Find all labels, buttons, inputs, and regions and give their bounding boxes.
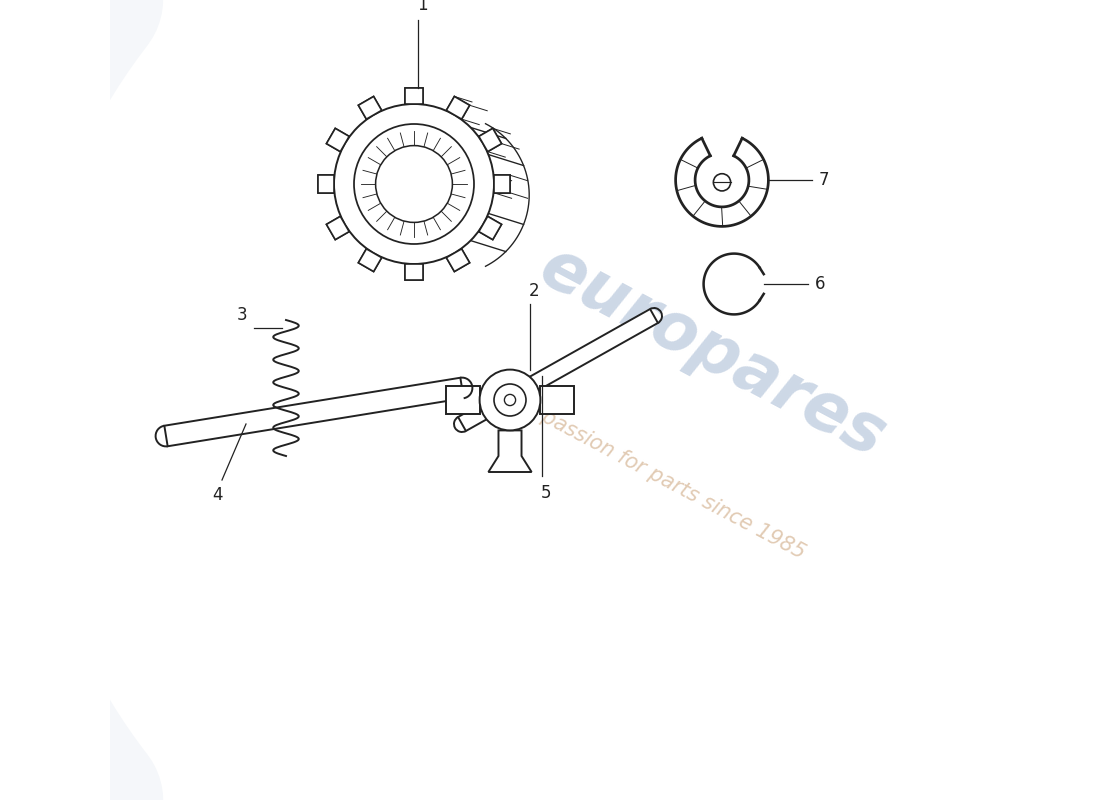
Text: 5: 5 — [541, 484, 551, 502]
Circle shape — [714, 174, 730, 191]
Text: europares: europares — [529, 234, 896, 470]
Circle shape — [480, 370, 540, 430]
Polygon shape — [359, 249, 382, 271]
Polygon shape — [494, 175, 510, 193]
Polygon shape — [327, 128, 349, 152]
Polygon shape — [318, 175, 334, 193]
Circle shape — [354, 124, 474, 244]
Polygon shape — [327, 216, 349, 240]
Polygon shape — [405, 264, 422, 280]
Text: 4: 4 — [212, 486, 223, 504]
Polygon shape — [540, 386, 574, 414]
Text: a passion for parts since 1985: a passion for parts since 1985 — [520, 398, 808, 562]
Polygon shape — [447, 97, 470, 119]
Polygon shape — [446, 386, 480, 414]
Polygon shape — [405, 88, 422, 104]
Polygon shape — [164, 378, 464, 446]
Circle shape — [334, 104, 494, 264]
Circle shape — [375, 146, 452, 222]
Polygon shape — [478, 128, 502, 152]
Text: 6: 6 — [815, 275, 825, 293]
Text: 7: 7 — [818, 171, 829, 189]
Polygon shape — [458, 309, 658, 431]
Polygon shape — [488, 430, 531, 472]
Polygon shape — [447, 249, 470, 271]
Circle shape — [494, 384, 526, 416]
Circle shape — [505, 394, 516, 406]
Polygon shape — [478, 216, 502, 240]
Text: 1: 1 — [417, 0, 427, 14]
Text: 3: 3 — [236, 306, 248, 324]
Text: 2: 2 — [529, 282, 539, 300]
Polygon shape — [359, 97, 382, 119]
